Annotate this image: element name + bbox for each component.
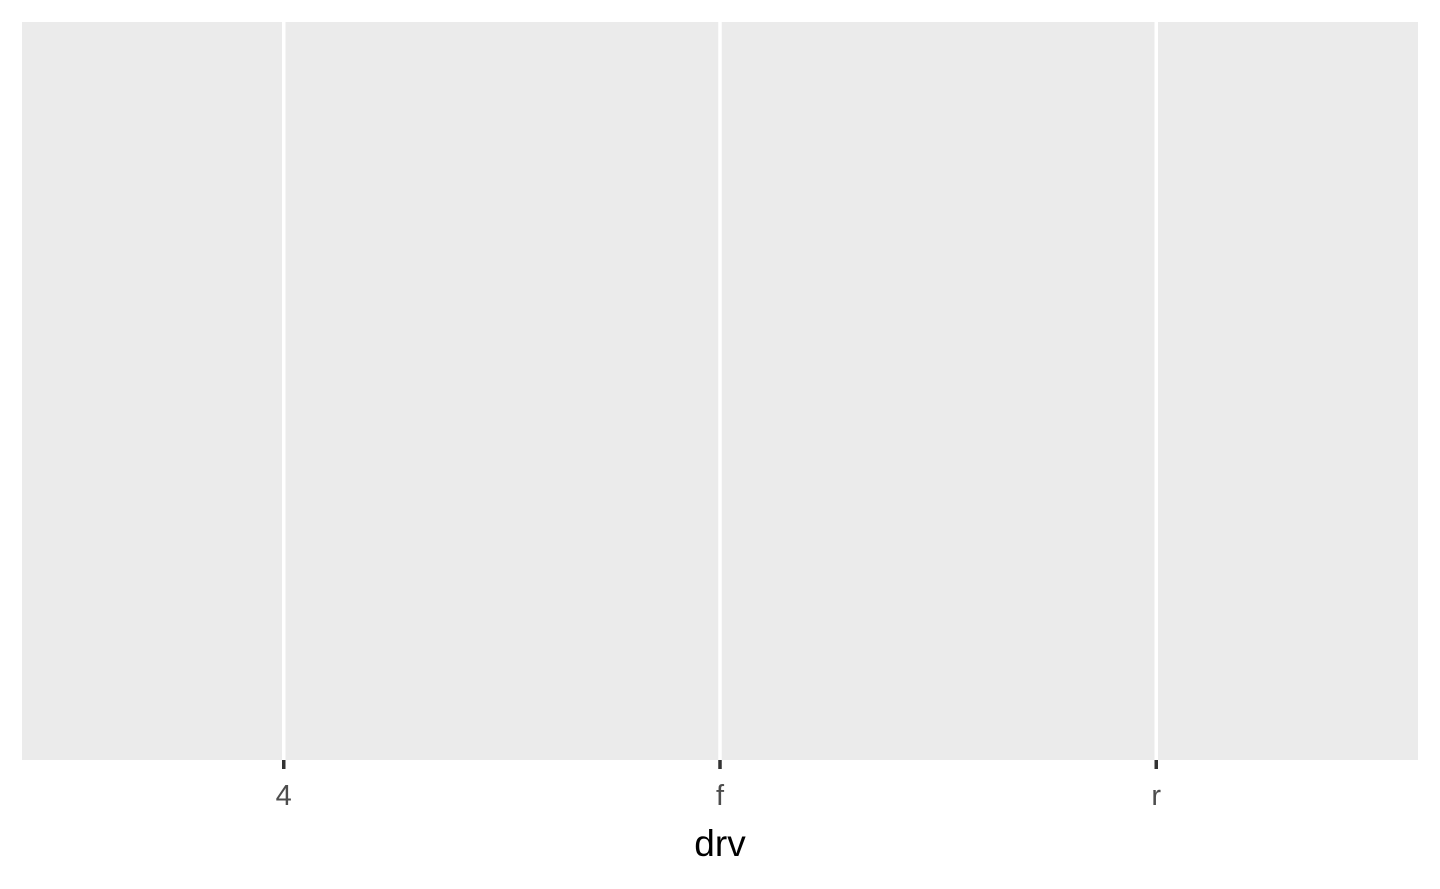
x-tick-label: r xyxy=(1151,780,1161,812)
x-tick-label: 4 xyxy=(276,780,292,812)
x-tick-label: f xyxy=(716,780,725,812)
x-axis-title: drv xyxy=(694,823,746,864)
